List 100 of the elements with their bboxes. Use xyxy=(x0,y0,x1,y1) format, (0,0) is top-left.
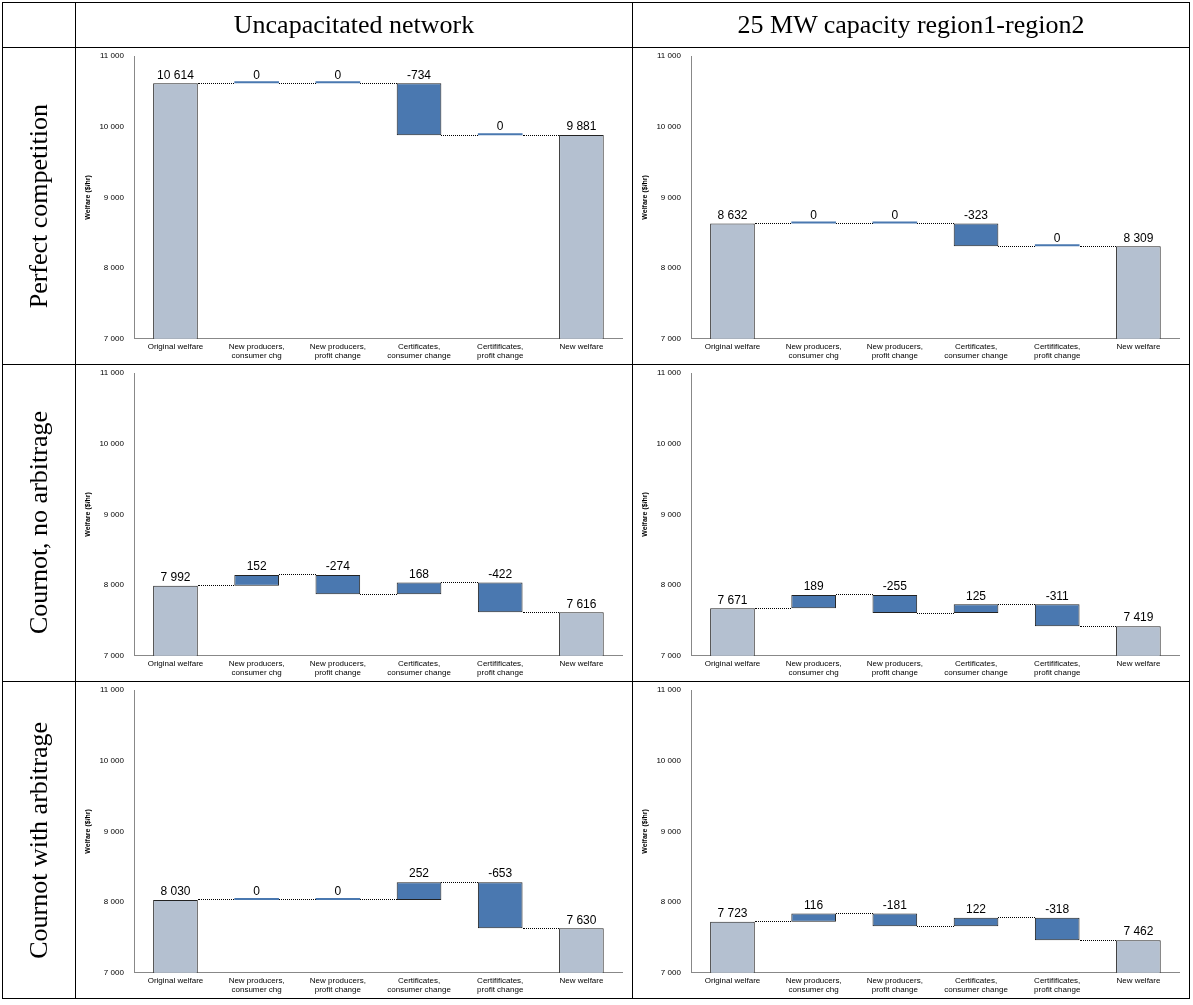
data-label: 9 881 xyxy=(566,119,597,134)
data-label: 0 xyxy=(810,207,818,222)
data-label: 7 723 xyxy=(717,906,748,920)
x-tick-label: New producers, consumer chg xyxy=(228,658,285,678)
x-tick-label: Certificates, consumer change xyxy=(944,341,1009,361)
y-tick-label: 7 000 xyxy=(103,651,125,660)
y-tick-label: 7 000 xyxy=(660,334,682,343)
x-tick-label: New producers, consumer chg xyxy=(228,341,285,361)
x-tick-label: Certificates, consumer change xyxy=(387,975,452,995)
x-tick-label: New welfare xyxy=(1116,341,1161,351)
y-tick-label: 10 000 xyxy=(656,121,682,131)
x-tick-label: New producers, profit change xyxy=(309,975,366,995)
x-tick-label: Original welfare xyxy=(704,658,761,668)
data-label: 8 632 xyxy=(717,207,748,222)
y-tick-label: 10 000 xyxy=(99,438,125,448)
x-tick-label: Original welfare xyxy=(704,341,761,351)
data-label: -255 xyxy=(882,579,908,594)
x-tick-label: Original welfare xyxy=(147,975,204,985)
y-tick-label: 7 000 xyxy=(103,334,125,343)
data-label: 125 xyxy=(966,588,987,603)
text: Perfect competition xyxy=(24,103,53,309)
data-label: 0 xyxy=(496,119,504,134)
text: Cournot, no arbitrage xyxy=(24,411,53,635)
x-tick-label: Certificates, consumer change xyxy=(944,975,1009,995)
x-tick-label: Certifificates, profit change xyxy=(1034,658,1081,678)
y-tick-label: 11 000 xyxy=(656,368,682,378)
x-tick-label: Original welfare xyxy=(704,975,761,985)
x-tick-label: New producers, consumer chg xyxy=(785,658,842,678)
data-label: -311 xyxy=(1045,588,1070,603)
x-tick-label: New producers, profit change xyxy=(866,341,923,361)
data-label: 0 xyxy=(1053,230,1061,245)
data-label: 7 462 xyxy=(1123,924,1154,939)
y-tick-label: 11 000 xyxy=(656,685,682,695)
data-label: 0 xyxy=(334,884,342,899)
data-label: 252 xyxy=(409,866,430,881)
y-tick-label: 10 000 xyxy=(99,755,125,765)
y-tick-label: 7 000 xyxy=(660,968,682,977)
chart-title: 25 MW capacity region1-region2 xyxy=(737,10,1085,39)
data-label: -318 xyxy=(1045,901,1070,916)
y-tick-label: 7 000 xyxy=(660,651,682,660)
x-tick-label: Certificates, consumer change xyxy=(387,341,452,361)
data-label: 7 630 xyxy=(566,912,597,927)
x-tick-label: New producers, profit change xyxy=(866,975,923,995)
x-tick-label: New welfare xyxy=(559,658,604,668)
y-tick-label: 8 000 xyxy=(103,897,125,907)
x-tick-label: New welfare xyxy=(1116,975,1161,985)
data-label: 0 xyxy=(253,884,261,899)
y-tick-label: 8 000 xyxy=(660,263,682,273)
y-tick-label: 11 000 xyxy=(99,685,125,695)
data-label: 7 616 xyxy=(566,596,597,611)
y-tick-label: 8 000 xyxy=(103,580,125,590)
data-label: 116 xyxy=(804,897,824,912)
x-tick-label: New producers, consumer chg xyxy=(228,975,285,995)
y-tick-label: 9 000 xyxy=(103,826,125,836)
x-tick-label: Original welfare xyxy=(147,658,204,668)
y-tick-label: 10 000 xyxy=(99,121,125,131)
x-tick-label: Certifificates, profit change xyxy=(477,975,524,995)
y-tick-label: 11 000 xyxy=(656,51,682,61)
data-label: 0 xyxy=(334,67,342,82)
data-label: -323 xyxy=(964,207,989,222)
y-tick-label: 8 000 xyxy=(660,580,682,590)
x-tick-label: New welfare xyxy=(1116,658,1161,668)
data-label: 152 xyxy=(246,559,267,574)
data-label: 122 xyxy=(966,901,987,916)
y-tick-label: 11 000 xyxy=(99,51,125,61)
x-tick-label: New producers, consumer chg xyxy=(785,341,842,361)
data-label: -734 xyxy=(407,67,432,82)
data-label: -653 xyxy=(488,866,513,881)
x-tick-label: New producers, profit change xyxy=(309,341,366,361)
x-tick-label: Certifificates, profit change xyxy=(477,341,524,361)
y-tick-label: 9 000 xyxy=(103,192,125,202)
x-tick-label: New producers, profit change xyxy=(866,658,923,678)
data-label: -422 xyxy=(488,566,513,581)
text: Cournot with arbitrage xyxy=(24,721,53,959)
x-tick-label: New welfare xyxy=(559,341,604,351)
y-tick-label: 9 000 xyxy=(660,826,682,836)
y-tick-label: 11 000 xyxy=(99,368,125,378)
y-tick-label: 8 000 xyxy=(660,897,682,907)
data-label: 0 xyxy=(253,67,261,82)
data-label: -181 xyxy=(882,897,908,912)
x-tick-label: Certifificates, profit change xyxy=(1034,975,1081,995)
y-tick-label: 10 000 xyxy=(656,755,682,765)
chart-title: Uncapacitated network xyxy=(233,10,475,39)
data-label: 7 419 xyxy=(1123,610,1154,625)
data-label: 8 030 xyxy=(160,884,191,899)
y-tick-label: 9 000 xyxy=(103,509,125,519)
data-label: 10 614 xyxy=(157,67,195,82)
x-tick-label: Certificates, consumer change xyxy=(944,658,1009,678)
x-tick-label: Certifificates, profit change xyxy=(1034,341,1081,361)
y-tick-label: 7 000 xyxy=(103,968,125,977)
data-label: 0 xyxy=(891,207,899,222)
x-tick-label: Certifificates, profit change xyxy=(477,658,524,678)
data-label: 7 992 xyxy=(160,569,191,584)
y-tick-label: 10 000 xyxy=(656,438,682,448)
data-label: 189 xyxy=(803,579,824,594)
x-tick-label: New welfare xyxy=(559,975,604,985)
data-label: 7 671 xyxy=(717,592,748,607)
data-label: 8 309 xyxy=(1123,230,1154,245)
y-tick-label: 9 000 xyxy=(660,192,682,202)
data-label: 168 xyxy=(409,566,430,581)
